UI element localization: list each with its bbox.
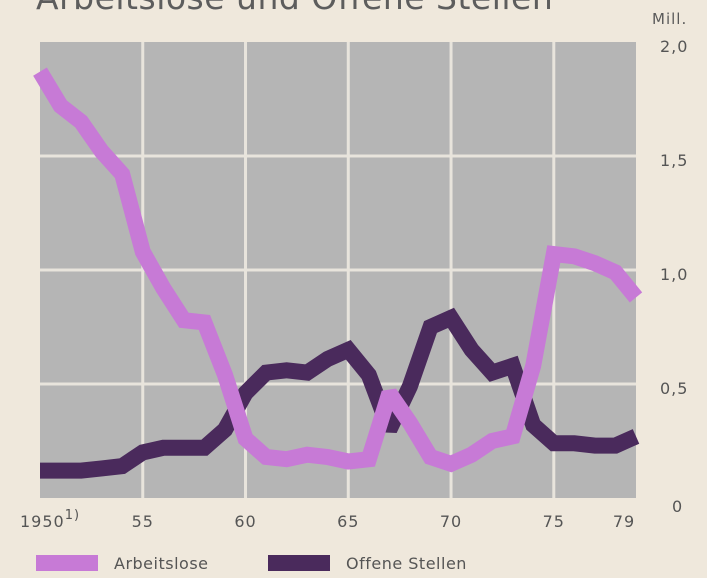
y-tick-label: 1,5 <box>660 151 688 170</box>
x-tick-label: 65 <box>337 512 359 531</box>
legend-swatch-offene-stellen <box>268 555 330 571</box>
y-axis-unit: Mill. <box>652 10 688 28</box>
chart-title: Arbeitslose und Offene Stellen <box>36 0 553 17</box>
x-tick-label: 79 <box>613 512 635 531</box>
x-tick-label: 75 <box>543 512 565 531</box>
legend-item-offene-stellen: Offene Stellen <box>268 552 467 574</box>
x-tick-label: 60 <box>234 512 256 531</box>
legend-swatch-arbeitslose <box>36 555 98 571</box>
series-line-arbeitslose <box>33 67 643 473</box>
y-tick-label: 0 <box>672 497 683 516</box>
y-axis: 0 0,5 1,0 1,5 2,0 <box>660 37 688 516</box>
x-tick-label: 19501) <box>20 508 80 531</box>
legend-label-arbeitslose: Arbeitslose <box>114 553 209 573</box>
x-tick-label: 70 <box>440 512 462 531</box>
y-tick-label: 0,5 <box>660 379 688 398</box>
series-layer <box>33 67 643 479</box>
x-axis: 19501) 55 60 65 70 75 79 <box>20 508 635 531</box>
y-tick-label: 1,0 <box>660 265 688 284</box>
series-line-offene-stellen <box>40 307 640 479</box>
y-tick-label: 2,0 <box>660 37 688 56</box>
legend-label-offene-stellen: Offene Stellen <box>346 553 467 573</box>
legend-item-arbeitslose: Arbeitslose <box>36 552 209 574</box>
x-tick-footnote: 1) <box>65 508 80 523</box>
grid <box>40 42 636 498</box>
x-tick-label: 55 <box>132 512 154 531</box>
